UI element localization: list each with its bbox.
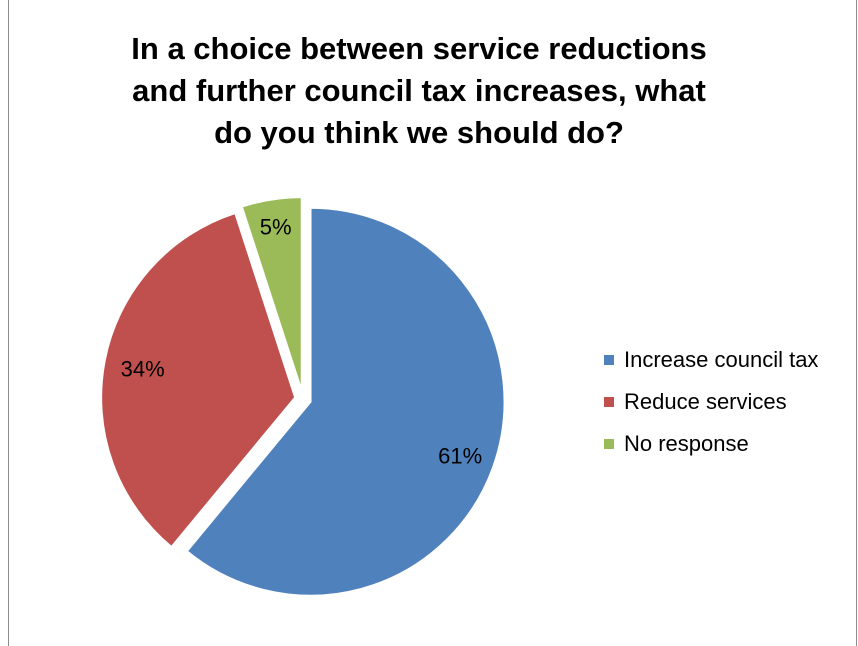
data-label-no-response: 5% bbox=[260, 214, 292, 239]
legend-label-no-response: No response bbox=[624, 431, 749, 456]
pie-chart: 61% 34% 5% bbox=[100, 196, 506, 597]
chart-title: In a choice between service reductions a… bbox=[69, 28, 769, 154]
chart-legend: Increase council tax Reduce services No … bbox=[604, 339, 818, 465]
legend-swatch-reduce-services bbox=[604, 397, 614, 407]
chart-title-line-1: In a choice between service reductions bbox=[131, 31, 707, 66]
chart-title-line-3: do you think we should do? bbox=[214, 115, 624, 150]
data-label-reduce-services: 34% bbox=[121, 356, 165, 381]
pie-slice-reduce-services bbox=[100, 211, 297, 549]
legend-label-increase-council-tax: Increase council tax bbox=[624, 347, 819, 372]
pie-slice-no-response bbox=[240, 196, 303, 392]
chart-title-line-2: and further council tax increases, what bbox=[132, 73, 706, 108]
legend-swatch-increase-council-tax bbox=[604, 355, 614, 365]
chart-area: In a choice between service reductions a… bbox=[8, 0, 857, 646]
data-label-increase-council-tax: 61% bbox=[438, 444, 482, 469]
legend-item-no-response: No response bbox=[604, 423, 818, 465]
legend-item-reduce-services: Reduce services bbox=[604, 381, 818, 423]
legend-swatch-no-response bbox=[604, 439, 614, 449]
legend-label-reduce-services: Reduce services bbox=[624, 389, 787, 414]
pie-slice-increase-council-tax bbox=[185, 206, 506, 597]
legend-item-increase-council-tax: Increase council tax bbox=[604, 339, 818, 381]
